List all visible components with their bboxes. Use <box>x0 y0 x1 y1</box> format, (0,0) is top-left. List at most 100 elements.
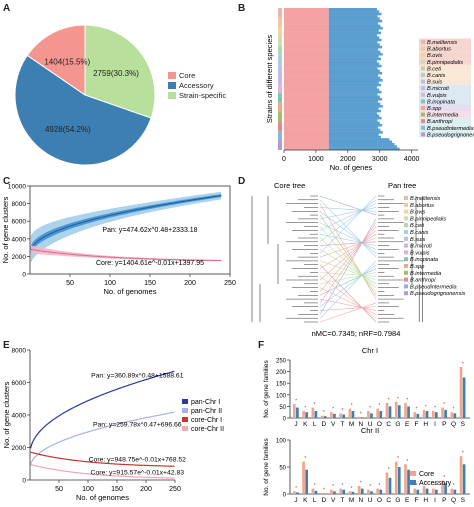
y-axis-label: No. of gene families <box>263 438 270 496</box>
x-tick-label: 1000 <box>308 156 324 163</box>
significance-marker: * <box>453 407 455 413</box>
legend-swatch <box>421 40 425 44</box>
legend-label: B.inopinata <box>427 99 455 105</box>
bar-core <box>441 480 444 494</box>
significance-marker: * <box>416 483 418 489</box>
legend-band <box>419 71 471 79</box>
legend-swatch <box>404 270 408 275</box>
stacked-bar-panel: 0 1000 2000 3000 4000 No. of genes Strains of … <box>265 8 474 172</box>
bar-accessory-segment <box>328 19 383 23</box>
bar-core <box>422 485 426 494</box>
y-tick-label: 50 <box>279 405 286 411</box>
tanglegram-link <box>319 207 377 212</box>
bar-accessory <box>314 490 318 494</box>
bar-accessory-segment <box>328 109 381 113</box>
core-curve <box>30 248 222 262</box>
tanglegram-link <box>319 241 377 246</box>
legend-swatch <box>168 92 176 99</box>
bar-core-segment <box>284 102 329 106</box>
legend-label: B.microti <box>427 86 450 92</box>
bar-core <box>367 489 370 494</box>
tanglegram-link <box>319 237 377 288</box>
legend-swatch <box>182 426 188 431</box>
bar-core-segment <box>284 88 329 92</box>
bar-core <box>404 464 407 494</box>
bar-accessory <box>425 411 429 418</box>
x-tick-label: 150 <box>111 486 123 493</box>
x-tick-label: V <box>331 497 336 504</box>
bar-core-segment <box>284 119 329 122</box>
pie-slice-accessory <box>14 54 152 166</box>
bar-accessory-segment <box>328 50 381 54</box>
significance-marker: * <box>406 397 408 403</box>
legend-swatch <box>182 417 188 422</box>
tanglegram-link <box>319 264 377 307</box>
bar-core <box>330 489 333 494</box>
y-tick-label: 100 <box>276 439 287 445</box>
x-tick-label: Q <box>451 421 456 428</box>
legend-swatch <box>410 471 416 476</box>
tanglegram-link <box>319 214 377 296</box>
legend-swatch <box>182 408 188 413</box>
tanglegram-link <box>319 226 377 292</box>
cog-bar-panel: Chr I 0 50 100 150 200 250 No. of gene families… <box>263 346 470 504</box>
bar-accessory-segment <box>328 86 377 89</box>
significance-marker: * <box>388 467 390 473</box>
bar-core <box>357 416 361 418</box>
significance-marker: * <box>295 399 297 405</box>
x-tick-label: 250 <box>169 486 181 493</box>
x-tick-label: O <box>377 421 382 428</box>
y-tick-label: 250 <box>276 359 287 365</box>
significance-marker: * <box>462 361 464 367</box>
bar-accessory <box>435 489 438 494</box>
legend-label: B.ovis <box>410 210 425 216</box>
legend-label: Core <box>419 471 434 478</box>
significance-marker: * <box>369 484 371 490</box>
x-tick-label: D <box>321 497 326 504</box>
panel-label-b: B <box>238 3 246 14</box>
tanglegram-link <box>319 222 377 250</box>
bar-accessory-segment <box>328 121 380 125</box>
significance-marker: * <box>416 407 418 413</box>
bar-accessory <box>416 489 420 494</box>
tanglegram-link <box>319 211 377 254</box>
x-tick-label: P <box>442 497 446 504</box>
pie-chart-panel: 1404(15.5%)2759(30.3%) 4928(54.2%) CoreAcc… <box>14 24 226 166</box>
legend-swatch <box>404 257 408 262</box>
x-axis-label: No. of genomes <box>76 493 129 502</box>
bar-core <box>367 411 370 418</box>
bar-core-segment <box>284 34 329 37</box>
bar-accessory-segment <box>328 48 379 51</box>
bar-accessory-segment <box>328 31 381 35</box>
bar-accessory <box>333 491 336 494</box>
y-tick-label: 150 <box>276 382 287 388</box>
species-strip-segment <box>278 74 282 84</box>
bar-accessory-segment <box>328 57 381 61</box>
core-chr1-equation: Core: y=948.75e^-0.01x+768.52 <box>89 456 187 463</box>
bar-core <box>293 404 296 418</box>
legend-label: B.suis <box>427 80 442 86</box>
legend-label: B.pinnipedialis <box>427 60 463 66</box>
significance-marker: * <box>314 402 316 408</box>
bar-accessory-segment <box>328 114 380 118</box>
bar-accessory <box>379 489 383 494</box>
x-tick-label: K <box>303 421 308 428</box>
pan-equation: Pan: y=474.62x^0.48+2333.18 <box>102 227 197 234</box>
x-tick-label: F <box>414 421 418 428</box>
significance-marker: * <box>425 480 427 486</box>
bar-accessory <box>453 413 457 418</box>
x-tick-label: K <box>303 497 308 504</box>
plot-frame <box>29 185 231 275</box>
pie-slice-strain-specific <box>84 24 156 119</box>
bar-accessory <box>416 413 420 418</box>
legend-swatch <box>168 82 176 89</box>
legend-label: B.melitensis <box>427 40 457 46</box>
curve-pan-chr-ii <box>30 411 175 465</box>
y-tick-label: 10000 <box>8 184 26 191</box>
legend-band <box>419 84 471 92</box>
legend-band <box>419 97 471 105</box>
significance-marker: * <box>453 483 455 489</box>
bar-core-segment <box>284 52 329 56</box>
legend-band <box>419 45 471 52</box>
bar-core-segment <box>284 8 329 11</box>
